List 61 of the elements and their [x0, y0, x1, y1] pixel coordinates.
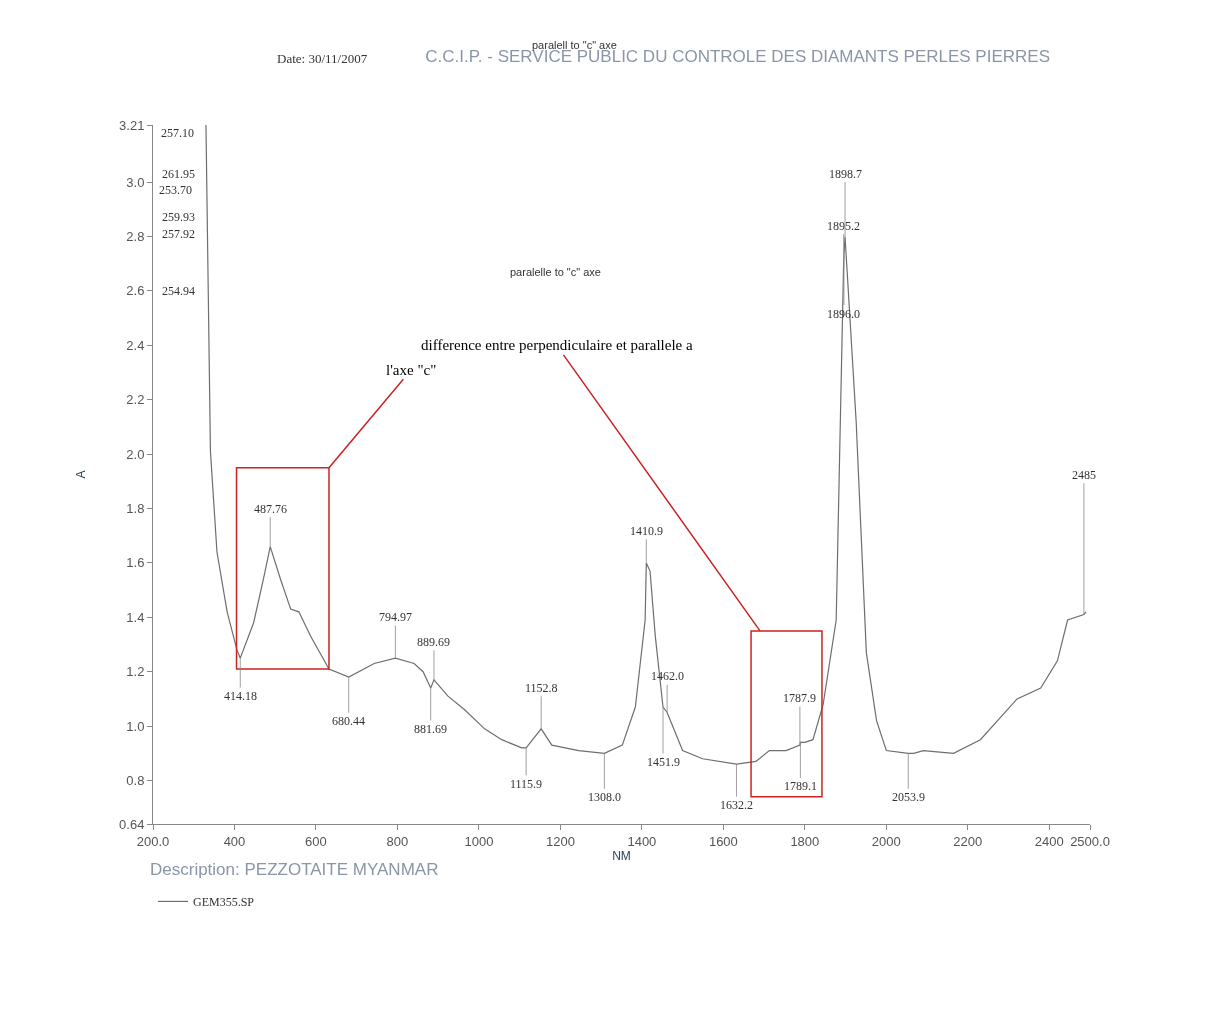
annotation: 2485	[1072, 468, 1096, 482]
annotation: 794.97	[379, 610, 412, 624]
annotation: 680.44	[332, 714, 365, 728]
x-axis-title: NM	[612, 848, 631, 863]
annotation: paralelle to "c" axe	[510, 266, 601, 278]
y-tick-label: 2.6	[126, 283, 145, 299]
x-tick-label: 2200	[953, 833, 983, 849]
annotation: 1895.2	[827, 219, 860, 233]
y-tick-label: 3.0	[126, 174, 145, 190]
text: Date: 30/11/2007	[277, 51, 368, 66]
annotation: 253.70	[159, 183, 192, 197]
text: paralell to "c" axe	[532, 39, 617, 51]
x-tick-label: 800	[386, 833, 409, 849]
y-tick-label: 0.64	[119, 816, 145, 832]
y-tick-label: 3.21	[119, 117, 145, 133]
x-tick-label: 400	[223, 833, 246, 849]
x-tick-label: 2500.0	[1070, 833, 1110, 849]
annotation: 1152.8	[525, 681, 558, 695]
y-tick-label: 1.6	[126, 555, 145, 571]
annotation: 1451.9	[647, 755, 680, 769]
x-tick-label: 1600	[708, 833, 738, 849]
annotation: difference entre perpendiculaire et parallele a	[421, 337, 693, 353]
annotation: 257.10	[161, 126, 194, 140]
annotation: 414.18	[224, 689, 257, 703]
annotation: 1789.1	[784, 779, 817, 793]
x-tick-label: 2400	[1034, 833, 1064, 849]
y-tick-label: 1.8	[126, 501, 145, 517]
annotation: 487.76	[254, 502, 287, 516]
annotation: 1115.9	[510, 777, 543, 791]
y-tick-label: 2.4	[126, 337, 145, 353]
x-tick-label: 1200	[545, 833, 575, 849]
legend-label: GEM355.SP	[193, 895, 255, 910]
annotation: 1632.2	[720, 798, 753, 812]
annotation: 259.93	[162, 210, 195, 224]
annotation: 254.94	[162, 284, 195, 298]
annotation: 1898.7	[829, 167, 862, 181]
x-tick-label: 2000	[871, 833, 901, 849]
annotation: 257.92	[162, 227, 195, 241]
annotation: 881.69	[414, 722, 447, 736]
x-tick-label: 1800	[790, 833, 820, 849]
y-tick-label: 1.0	[126, 718, 145, 734]
annotation: l'axe "c"	[386, 362, 437, 378]
y-tick-label: 1.2	[126, 664, 145, 680]
annotation: 2053.9	[892, 790, 925, 804]
annotation: 1462.0	[651, 669, 684, 683]
annotation: 1308.0	[588, 790, 621, 804]
annotation: 1410.9	[630, 524, 663, 538]
y-tick-label: 2.0	[126, 446, 145, 462]
annotation: 261.95	[162, 167, 195, 181]
text: Description: PEZZOTAITE MYANMAR	[150, 860, 439, 879]
y-tick-label: 2.8	[126, 229, 145, 245]
y-tick-label: 2.2	[126, 392, 145, 408]
x-tick-label: 200.0	[136, 833, 170, 849]
y-axis-title: A	[74, 470, 89, 479]
x-tick-label: 1000	[464, 833, 494, 849]
x-tick-label: 600	[305, 833, 327, 849]
annotation: 1787.9	[783, 691, 816, 705]
y-tick-label: 0.8	[126, 773, 145, 789]
y-tick-label: 1.4	[126, 609, 145, 625]
annotation: 889.69	[417, 635, 450, 649]
x-tick-label: 1400	[627, 833, 657, 849]
